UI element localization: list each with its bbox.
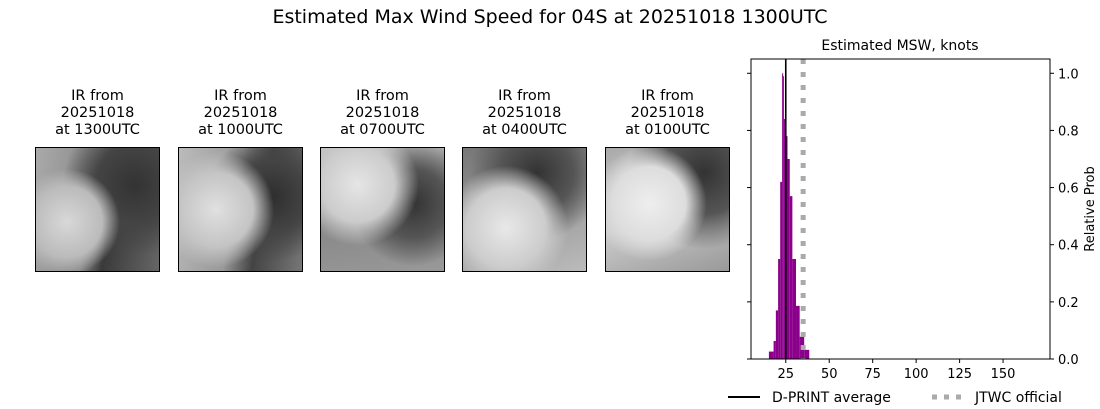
ir-caption: IR from 20251018 at 1300UTC xyxy=(55,88,140,138)
histogram-bar xyxy=(782,73,784,360)
y-tick-label: 0.6 xyxy=(1058,182,1079,197)
x-tick-label: 150 xyxy=(991,367,1016,382)
figure-title: Estimated Max Wind Speed for 04S at 2025… xyxy=(272,6,828,28)
y-tick-label: 0.0 xyxy=(1058,353,1079,368)
histogram-bar xyxy=(787,159,790,359)
x-tick-label: 125 xyxy=(947,367,972,382)
x-tick-label: 75 xyxy=(864,367,881,382)
histogram-bar xyxy=(780,181,783,359)
ir-caption: IR from 20251018 at 0700UTC xyxy=(340,88,425,138)
legend: D-PRINT average JTWC official xyxy=(728,390,1062,406)
histogram-bar xyxy=(792,259,797,359)
y-tick-label: 1.0 xyxy=(1058,67,1079,82)
ir-image xyxy=(35,147,160,272)
ir-panel: IR from 20251018 at 1000UTC xyxy=(178,88,303,272)
histogram-bar xyxy=(784,119,786,359)
histogram-bar xyxy=(804,349,810,359)
axes-frame xyxy=(750,58,1051,360)
y-ticks: 0.0 0.2 0.4 0.6 0.8 1.0 xyxy=(747,67,1079,368)
ir-panel: IR from 20251018 at 0400UTC xyxy=(462,88,587,272)
legend-jtwc-label: JTWC official xyxy=(974,390,1062,406)
ir-image xyxy=(320,147,445,272)
ir-image xyxy=(605,147,730,272)
y-tick-label: 0.8 xyxy=(1058,124,1079,139)
histogram-bar xyxy=(775,310,779,359)
y-axis-label: Relative Prob xyxy=(1083,166,1098,251)
histogram-bar xyxy=(783,76,785,360)
histogram-bar xyxy=(773,341,776,359)
histogram-bar xyxy=(789,196,793,359)
ir-caption: IR from 20251018 at 1000UTC xyxy=(198,88,283,138)
ir-image xyxy=(178,147,303,272)
x-tick-label: 25 xyxy=(777,367,794,382)
histogram-bar xyxy=(796,305,800,359)
x-tick-label: 100 xyxy=(904,367,929,382)
y-tick-label: 0.2 xyxy=(1058,296,1079,311)
ir-panel: IR from 20251018 at 1300UTC xyxy=(35,88,160,272)
chart-title: Estimated MSW, knots xyxy=(821,38,978,54)
ir-caption: IR from 20251018 at 0100UTC xyxy=(625,88,710,138)
histogram-bar xyxy=(778,259,781,359)
histogram-bar xyxy=(768,351,774,359)
ir-image xyxy=(462,147,587,272)
legend-dprint-label: D-PRINT average xyxy=(772,390,891,406)
ir-panel: IR from 20251018 at 0700UTC xyxy=(320,88,445,272)
reference-lines xyxy=(784,59,806,359)
ir-panel: IR from 20251018 at 0100UTC xyxy=(605,88,730,272)
ir-caption: IR from 20251018 at 0400UTC xyxy=(482,88,567,138)
x-ticks: 25 50 75 100 125 150 xyxy=(777,359,1015,382)
y-tick-label: 0.4 xyxy=(1058,239,1079,254)
x-tick-label: 50 xyxy=(821,367,838,382)
